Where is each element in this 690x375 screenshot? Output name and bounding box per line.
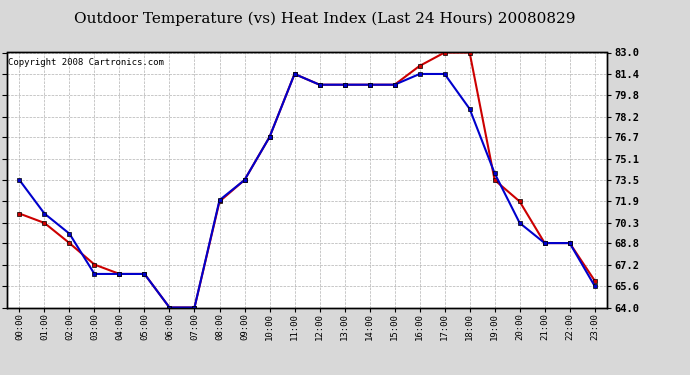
Text: Copyright 2008 Cartronics.com: Copyright 2008 Cartronics.com <box>8 58 164 67</box>
Text: Outdoor Temperature (vs) Heat Index (Last 24 Hours) 20080829: Outdoor Temperature (vs) Heat Index (Las… <box>74 11 575 26</box>
